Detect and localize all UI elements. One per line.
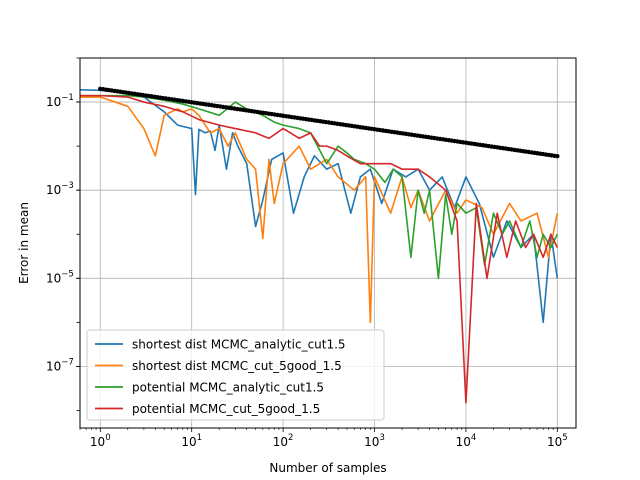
- series-line-3: [80, 94, 559, 404]
- x-tick-exponent: 2: [288, 433, 293, 443]
- reference-marker: [555, 154, 560, 159]
- x-tick-exponent: 3: [379, 433, 384, 443]
- x-tick-label: 101: [181, 433, 202, 449]
- series-layer: [80, 88, 559, 404]
- y-tick-exponent: −1: [61, 93, 74, 103]
- legend: shortest dist MCMC_analytic_cut1.5shorte…: [86, 329, 385, 421]
- y-tick-base: 10: [46, 183, 61, 197]
- y-tick-exponent: −7: [61, 357, 74, 367]
- y-tick-base: 10: [46, 95, 61, 109]
- y-tick-label: 10−1: [46, 93, 74, 109]
- x-tick-base: 10: [181, 435, 196, 449]
- legend-box: [86, 329, 385, 421]
- reference-layer: [98, 86, 560, 159]
- x-tick-base: 10: [547, 435, 562, 449]
- y-tick-base: 10: [46, 359, 61, 373]
- x-tick-label: 103: [364, 433, 385, 449]
- legend-label: shortest dist MCMC_cut_5good_1.5: [132, 359, 342, 373]
- legend-label: potential MCMC_analytic_cut1.5: [132, 381, 324, 395]
- x-tick-exponent: 0: [105, 433, 110, 443]
- series-line-0: [80, 88, 559, 324]
- legend-label: potential MCMC_cut_5good_1.5: [132, 402, 320, 416]
- x-tick-exponent: 1: [197, 433, 202, 443]
- y-tick-base: 10: [46, 271, 61, 285]
- x-tick-base: 10: [456, 435, 471, 449]
- plot-frame: [79, 57, 577, 429]
- legend-label: shortest dist MCMC_analytic_cut1.5: [132, 338, 346, 352]
- x-tick-base: 10: [364, 435, 379, 449]
- x-tick-label: 100: [90, 433, 111, 449]
- x-tick-label: 105: [547, 433, 568, 449]
- x-axis-label: Number of samples: [269, 461, 386, 475]
- x-tick-base: 10: [90, 435, 105, 449]
- y-tick-exponent: −5: [61, 269, 74, 279]
- y-tick-exponent: −3: [61, 181, 74, 191]
- x-axis-ticks: 100 101 102 103 104 105: [79, 428, 568, 449]
- y-tick-label: 10−3: [46, 181, 74, 197]
- x-tick-label: 102: [273, 433, 294, 449]
- y-axis-label: Error in mean: [17, 202, 31, 284]
- x-tick-exponent: 5: [562, 433, 567, 443]
- series-line-1: [80, 96, 559, 324]
- x-tick-exponent: 4: [471, 433, 476, 443]
- y-tick-label: 10−5: [46, 269, 74, 285]
- y-axis-ticks: 10−710−510−310−1: [46, 57, 80, 411]
- y-tick-label: 10−7: [46, 357, 74, 373]
- x-tick-label: 104: [456, 433, 477, 449]
- x-tick-base: 10: [273, 435, 288, 449]
